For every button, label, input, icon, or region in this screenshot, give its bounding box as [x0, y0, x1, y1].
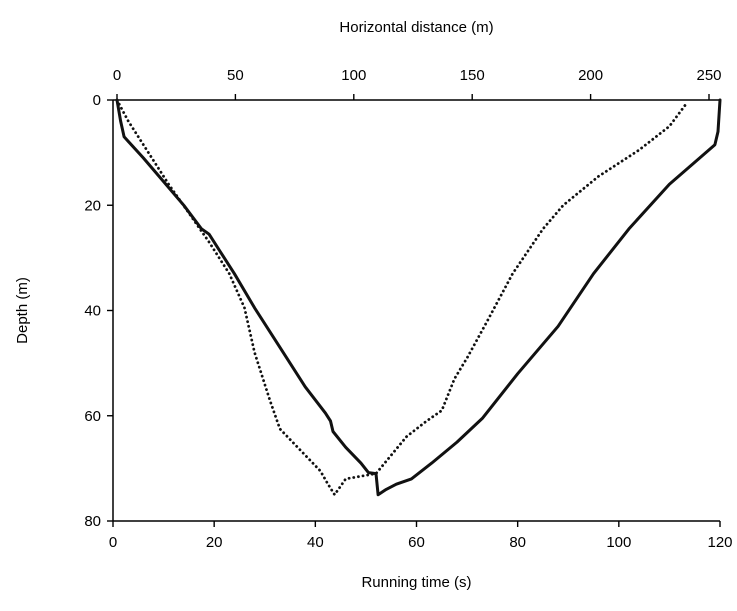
plot-frame [112, 99, 720, 522]
x2-tick-label: 200 [578, 67, 603, 84]
x2-tick-label: 0 [113, 67, 121, 84]
y-tick-label: 80 [84, 513, 101, 530]
y-tick-label: 0 [93, 92, 101, 109]
x-tick-label: 80 [509, 534, 526, 551]
x-tick-label: 120 [707, 534, 732, 551]
left-axis-title: Depth (m) [14, 277, 31, 344]
y-tick-label: 20 [84, 197, 101, 214]
top-axis-title: Horizontal distance (m) [339, 19, 493, 36]
data-series [115, 98, 722, 497]
x-tick-label: 40 [307, 534, 324, 551]
bottom-axis-title: Running time (s) [361, 574, 471, 591]
x-tick-label: 60 [408, 534, 425, 551]
x2-tick-label: 50 [227, 67, 244, 84]
axis-ticks: 0 20 40 60 80 100 120 0 50 100 150 200 250 0 20 40 60 80 [84, 67, 732, 551]
x-tick-label: 100 [606, 534, 631, 551]
x-tick-label: 20 [206, 534, 223, 551]
dotted-series-line [115, 98, 689, 497]
x2-tick-label: 250 [696, 67, 721, 84]
y-tick-label: 60 [84, 408, 101, 425]
x-tick-label: 0 [109, 534, 117, 551]
solid-series-line [115, 98, 722, 497]
y-tick-label: 40 [84, 303, 101, 320]
x2-tick-label: 100 [341, 67, 366, 84]
x2-tick-label: 150 [460, 67, 485, 84]
